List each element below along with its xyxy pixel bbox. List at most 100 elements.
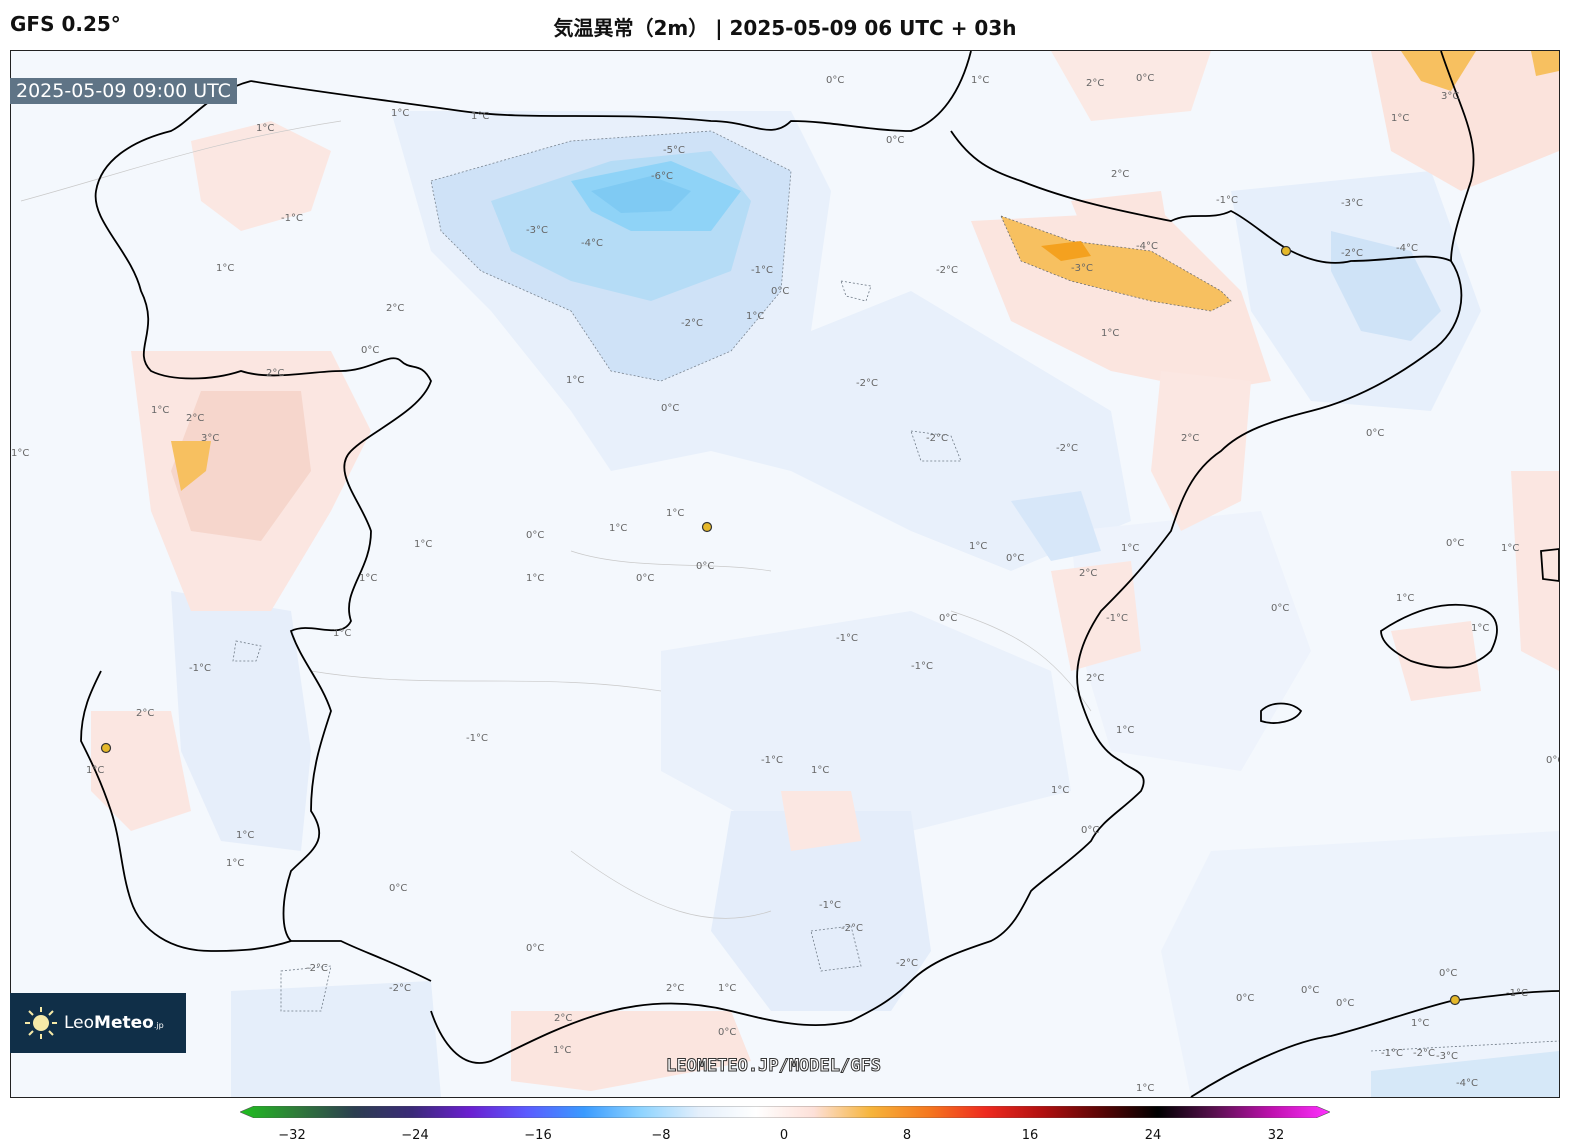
cold-anomaly-area xyxy=(231,981,441,1097)
cold-anomaly-area xyxy=(1371,1051,1559,1097)
contour-label: -1°C xyxy=(836,633,858,644)
cold-anomaly-area xyxy=(1161,831,1559,1097)
colorbar-tick-label: 24 xyxy=(1144,1128,1162,1143)
contour-label: 0°C xyxy=(1336,998,1354,1009)
contour-label: 0°C xyxy=(826,75,844,86)
sun-icon xyxy=(25,1007,57,1039)
contour-label: -1°C xyxy=(1506,988,1528,999)
contour-label: 1°C xyxy=(414,539,432,550)
contour-label: 1°C xyxy=(256,123,274,134)
contour-label: 0°C xyxy=(1301,985,1319,996)
valid-time-badge: 2025-05-09 09:00 UTC xyxy=(10,78,237,104)
contour-label: 0°C xyxy=(526,530,544,541)
contour-label: 1°C xyxy=(11,448,29,459)
contour-label: 1°C xyxy=(971,75,989,86)
chart-title: 気温異常（2m） | 2025-05-09 06 UTC + 03h xyxy=(553,16,1017,40)
warm-anomaly-area xyxy=(1051,51,1211,121)
contour-label: 1°C xyxy=(553,1045,571,1056)
warm-anomaly-area xyxy=(1391,621,1481,701)
contour-label: -2°C xyxy=(856,378,878,389)
contour-label: 0°C xyxy=(771,286,789,297)
contour-label: 1°C xyxy=(969,541,987,552)
contour-label: 1°C xyxy=(333,628,351,639)
contour-label: 2°C xyxy=(554,1013,572,1024)
contour-label: 1°C xyxy=(359,573,377,584)
city-marker xyxy=(701,521,713,533)
colorbar-tick-label: −32 xyxy=(278,1128,306,1143)
contour-label: 0°C xyxy=(1006,553,1024,564)
contour-label: 0°C xyxy=(1439,968,1457,979)
contour-label: 1°C xyxy=(226,858,244,869)
contour-label: -1°C xyxy=(281,213,303,224)
warm-anomaly-area xyxy=(171,391,311,541)
contour-label: 3°C xyxy=(1441,91,1459,102)
colorbar-tick-label: −8 xyxy=(651,1128,671,1143)
contour-label: -2°C xyxy=(1341,248,1363,259)
contour-label: 1°C xyxy=(566,375,584,386)
contour-label: -1°C xyxy=(1381,1048,1403,1059)
contour-label: -2°C xyxy=(896,958,918,969)
contour-label: -1°C xyxy=(761,755,783,766)
contour-label: 1°C xyxy=(1391,113,1409,124)
contour-label: -1°C xyxy=(751,265,773,276)
contour-label: 1°C xyxy=(746,311,764,322)
source-watermark: LEOMETEO.JP/MODEL/GFS xyxy=(666,1056,882,1077)
contour-label: -2°C xyxy=(306,963,328,974)
colorbar-tick-label: 0 xyxy=(779,1128,789,1143)
contour-label: 0°C xyxy=(526,943,544,954)
warm-anomaly-area xyxy=(1151,371,1251,531)
contour-label: 1°C xyxy=(1121,543,1139,554)
warm-anomaly-area xyxy=(191,121,331,231)
warm-anomaly-area xyxy=(1511,471,1559,671)
contour-label: 0°C xyxy=(1136,73,1154,84)
colorbar-tick-label: −24 xyxy=(401,1128,429,1143)
contour-label: 1°C xyxy=(811,765,829,776)
contour-label: 1°C xyxy=(1501,543,1519,554)
contour-label: 0°C xyxy=(389,883,407,894)
model-label: GFS 0.25° xyxy=(10,12,121,36)
contour-label: 3°C xyxy=(201,433,219,444)
cold-anomaly-area xyxy=(661,611,1071,831)
contour-label: 0°C xyxy=(1236,993,1254,1004)
contour-label: -3°C xyxy=(1436,1051,1458,1062)
contour-label: 2°C xyxy=(386,303,404,314)
warm-anomaly-core xyxy=(1401,51,1476,91)
colorbar-tick-label: 32 xyxy=(1267,1128,1285,1143)
warm-anomaly-core xyxy=(1000,215,1232,312)
city-marker xyxy=(100,742,112,754)
warm-anomaly-area xyxy=(1371,51,1559,191)
colorbar-gradient xyxy=(240,1106,1330,1118)
contour-label: 1°C xyxy=(471,111,489,122)
cold-anomaly-area xyxy=(171,591,311,851)
contour-labels: 0°C 1°C 2°C 0°C 3°C 1°C 1°C 1°C 1°C 0°C … xyxy=(11,73,1559,1094)
colorbar-tick-label: −16 xyxy=(524,1128,552,1143)
map-panel[interactable]: 0°C 1°C 2°C 0°C 3°C 1°C 1°C 1°C 1°C 0°C … xyxy=(10,50,1560,1098)
contour-label: -1°C xyxy=(1106,613,1128,624)
contour-label: -1°C xyxy=(189,663,211,674)
map-canvas: 0°C 1°C 2°C 0°C 3°C 1°C 1°C 1°C 1°C 0°C … xyxy=(11,51,1559,1097)
contour-label: -1°C xyxy=(911,661,933,672)
leometeo-logo[interactable]: LeoMeteo.jp xyxy=(10,993,186,1053)
contour-label: -1°C xyxy=(1216,195,1238,206)
contour-label: 1°C xyxy=(1136,1083,1154,1094)
city-markers xyxy=(100,245,1461,1006)
contour-label: -2°C xyxy=(1056,443,1078,454)
contour-label: 1°C xyxy=(216,263,234,274)
contour-label: 2°C xyxy=(186,413,204,424)
warm-anomaly-area xyxy=(781,791,861,851)
warm-anomaly-area xyxy=(511,1011,751,1091)
colorbar-tick-label: 16 xyxy=(1021,1128,1039,1143)
contour-label: -3°C xyxy=(526,225,548,236)
contour-label: 1°C xyxy=(1396,593,1414,604)
logo-text: LeoMeteo.jp xyxy=(64,1013,164,1033)
contour-label: 2°C xyxy=(136,708,154,719)
contour-label: -4°C xyxy=(1456,1078,1478,1089)
contour-label: 2°C xyxy=(1086,78,1104,89)
contour-label: -5°C xyxy=(663,145,685,156)
contour-label: 0°C xyxy=(636,573,654,584)
warm-anomaly-core xyxy=(1041,241,1091,261)
contour-label: 1°C xyxy=(666,508,684,519)
contour-label: 2°C xyxy=(1079,568,1097,579)
cold-anomaly-core xyxy=(591,176,691,213)
contour-label: 0°C xyxy=(1081,825,1099,836)
